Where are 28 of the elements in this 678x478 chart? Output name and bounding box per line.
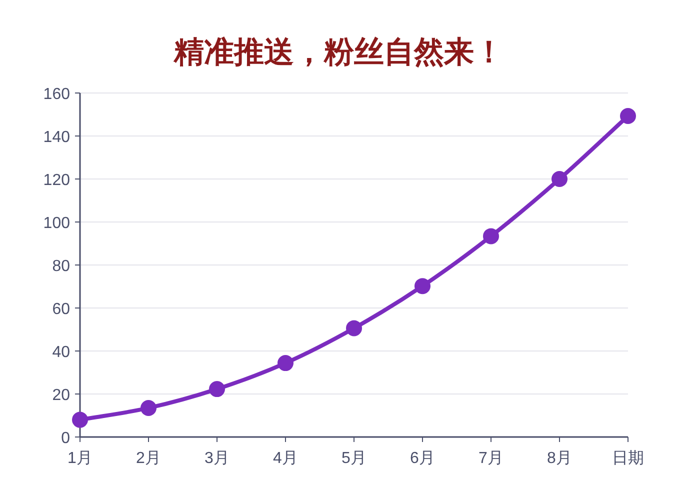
point: [140, 400, 156, 416]
x-tick-label: 1月: [68, 450, 92, 467]
y-tick-label: 120: [43, 172, 70, 189]
y-tick-label: 20: [52, 387, 70, 404]
y-tick-label: 140: [43, 129, 70, 146]
x-tick-label: 6月: [410, 450, 435, 467]
y-tick-label: 80: [52, 258, 70, 275]
x-tick-label: 5月: [342, 450, 366, 467]
x-tick-label: 2月: [136, 450, 161, 467]
point: [552, 171, 568, 187]
y-tick-label: 0: [61, 430, 70, 447]
x-tick-label: 8月: [547, 450, 572, 467]
x-tick-label: 3月: [204, 450, 230, 467]
point: [278, 355, 294, 372]
y-tick-label: 100: [43, 215, 70, 232]
point: [72, 412, 88, 428]
point: [620, 108, 636, 124]
y-tick-label: 60: [52, 301, 70, 318]
point: [414, 278, 430, 294]
point: [346, 320, 362, 336]
x-axis-title: 日期: [612, 449, 644, 467]
x-tick-label: 4月: [273, 450, 298, 467]
x-tick-label: 7月: [478, 450, 504, 467]
chart-title: 精准推送，粉丝自然来！: [173, 36, 504, 69]
y-tick-label: 40: [52, 344, 70, 361]
point: [209, 381, 225, 398]
point: [483, 228, 499, 244]
y-tick-label: 160: [43, 86, 70, 103]
